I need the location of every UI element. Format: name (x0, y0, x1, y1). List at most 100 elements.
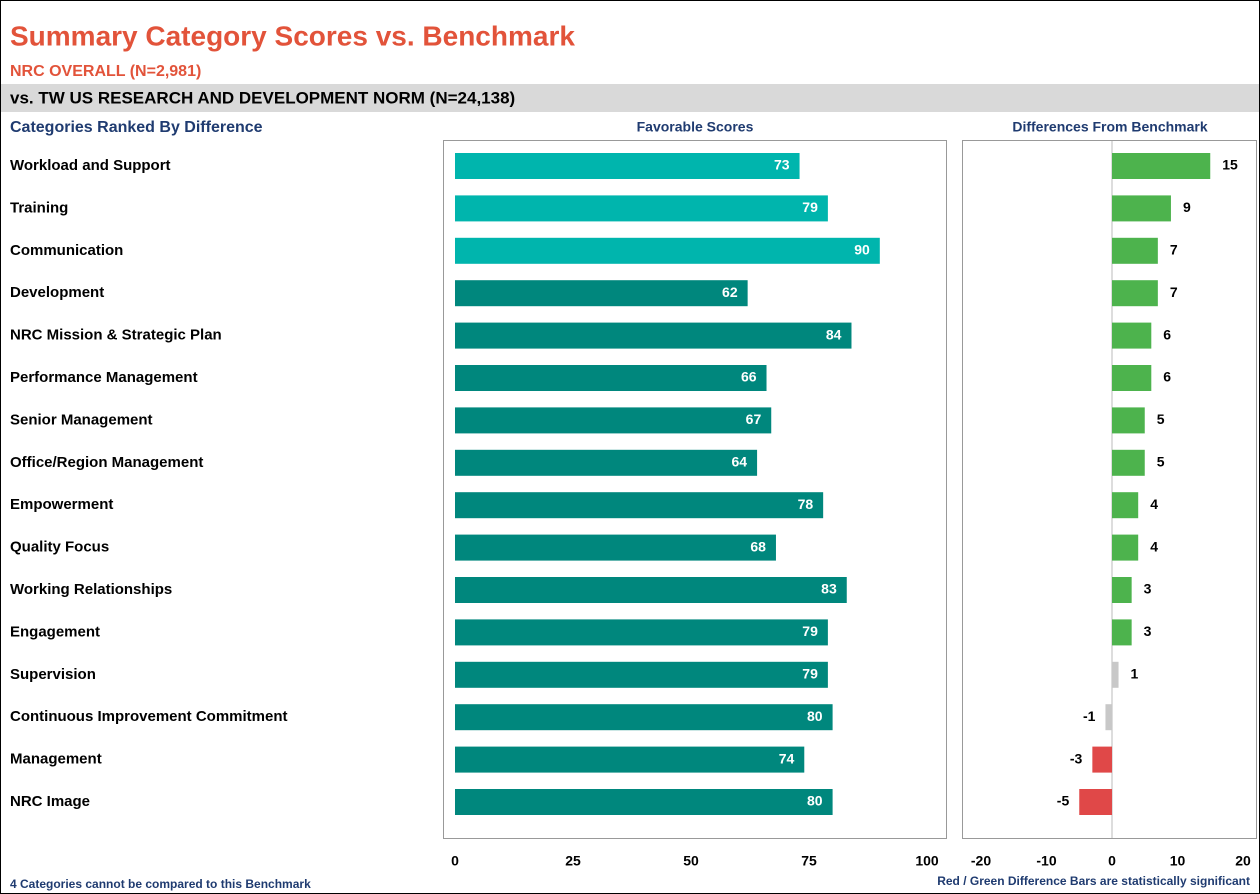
x-tick-label: 0 (1108, 853, 1116, 869)
category-label: Management (10, 751, 102, 768)
category-label: NRC Mission & Strategic Plan (10, 327, 222, 344)
value-label: 4 (1150, 496, 1158, 512)
value-label: 80 (807, 708, 823, 724)
bar (1112, 619, 1132, 646)
value-label: -5 (1057, 793, 1070, 809)
x-tick-label: 50 (683, 853, 699, 869)
bar (455, 237, 880, 264)
x-tick-label: 10 (1170, 853, 1186, 869)
bar (1112, 237, 1158, 264)
value-label: 64 (732, 454, 748, 470)
value-label: 4 (1150, 538, 1158, 554)
value-label: -1 (1083, 708, 1096, 724)
bar (1112, 661, 1119, 688)
bar (1112, 322, 1152, 349)
footnote: 4 Categories cannot be compared to this … (10, 877, 311, 891)
value-label: 7 (1170, 242, 1178, 258)
category-label: Engagement (10, 623, 100, 640)
value-label: 73 (774, 157, 790, 173)
category-label: Workload and Support (10, 157, 171, 174)
x-tick-label: 100 (915, 853, 939, 869)
bar (455, 619, 828, 646)
subtitle: NRC OVERALL (N=2,981) (10, 63, 201, 80)
value-label: 5 (1157, 454, 1165, 470)
value-label: 66 (741, 369, 757, 385)
category-label: Training (10, 199, 68, 216)
category-label: Senior Management (10, 411, 153, 428)
category-label: Communication (10, 242, 123, 259)
bar (1079, 789, 1112, 815)
panel-title: Favorable Scores (637, 119, 754, 135)
value-label: 74 (779, 750, 795, 766)
bar (1112, 407, 1145, 434)
bar (1112, 365, 1152, 391)
bar (455, 577, 847, 603)
bar (455, 746, 805, 773)
bar (455, 407, 772, 434)
x-tick-label: 25 (565, 853, 581, 869)
x-tick-label: 0 (451, 853, 459, 869)
category-label: Office/Region Management (10, 454, 203, 471)
value-label: 80 (807, 793, 823, 809)
bar (455, 449, 758, 476)
panel (443, 140, 947, 839)
bar (1112, 492, 1139, 519)
value-label: 62 (722, 284, 738, 300)
value-label: 90 (854, 242, 870, 258)
bar (455, 534, 776, 561)
bar (1105, 704, 1112, 731)
value-label: 7 (1170, 284, 1178, 300)
value-label: 78 (798, 496, 814, 512)
row-header: Categories Ranked By Difference (10, 119, 263, 136)
value-label: 6 (1163, 326, 1171, 342)
bar (455, 280, 748, 307)
benchmark: vs. TW US RESEARCH AND DEVELOPMENT NORM … (10, 88, 515, 107)
bar (1112, 534, 1139, 561)
category-label: Quality Focus (10, 539, 109, 556)
value-label: 79 (802, 199, 818, 215)
x-tick-label: 20 (1235, 853, 1251, 869)
value-label: 67 (746, 411, 762, 427)
bar (1112, 577, 1132, 603)
footnote: Red / Green Difference Bars are statisti… (937, 874, 1250, 888)
value-label: 3 (1144, 581, 1152, 597)
x-tick-label: -10 (1036, 853, 1056, 869)
value-label: 9 (1183, 199, 1191, 215)
value-label: 79 (802, 666, 818, 682)
bar (1112, 449, 1145, 476)
bar (455, 195, 828, 222)
value-label: 15 (1222, 157, 1238, 173)
value-label: 1 (1131, 666, 1139, 682)
bar (455, 789, 833, 815)
bar (455, 322, 852, 349)
benchmark-band (1, 84, 1259, 112)
value-label: 3 (1144, 623, 1152, 639)
bar (455, 365, 767, 391)
chart-title: Summary Category Scores vs. Benchmark (10, 20, 575, 51)
value-label: 84 (826, 326, 842, 342)
value-label: 79 (802, 623, 818, 639)
x-tick-label: 75 (801, 853, 817, 869)
bar (455, 492, 824, 519)
panel-title: Differences From Benchmark (1012, 119, 1208, 135)
bar (1112, 195, 1171, 222)
value-label: 68 (750, 538, 766, 554)
category-label: Working Relationships (10, 581, 172, 598)
value-label: 6 (1163, 369, 1171, 385)
bar (1112, 153, 1211, 179)
value-label: 83 (821, 581, 837, 597)
bar (1092, 746, 1112, 773)
panel (962, 140, 1257, 839)
x-tick-label: -20 (971, 853, 991, 869)
value-label: 5 (1157, 411, 1165, 427)
category-label: Empowerment (10, 496, 113, 513)
category-label: Development (10, 284, 104, 301)
bar (455, 661, 828, 688)
category-label: Supervision (10, 666, 96, 683)
bar (1112, 280, 1158, 307)
bar (455, 153, 800, 179)
bar (455, 704, 833, 731)
category-label: Continuous Improvement Commitment (10, 708, 288, 725)
category-label: NRC Image (10, 793, 90, 810)
category-label: Performance Management (10, 369, 198, 386)
